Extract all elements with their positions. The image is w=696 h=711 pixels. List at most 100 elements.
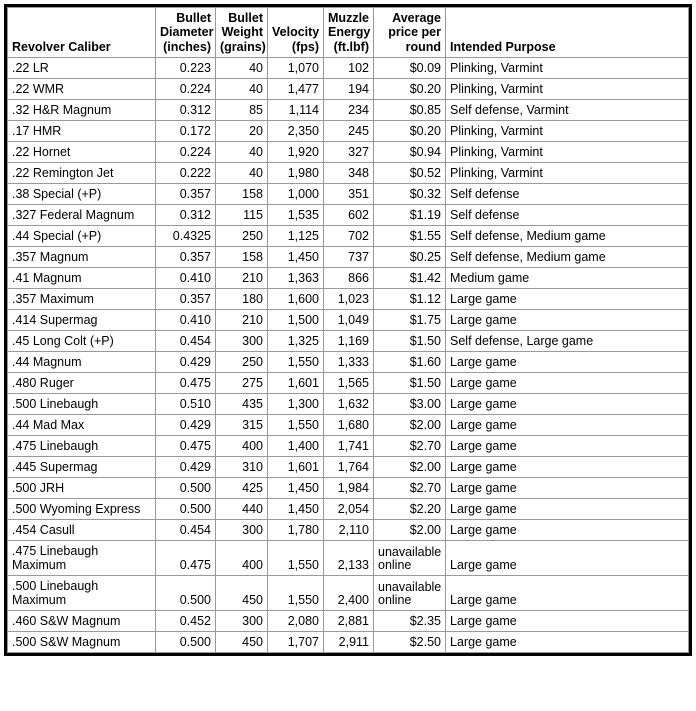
cell-caliber: .500 JRH <box>8 478 156 499</box>
cell-caliber: .460 S&W Magnum <box>8 611 156 632</box>
cell-price: $2.20 <box>374 499 446 520</box>
table-row: .17 HMR0.172202,350245$0.20Plinking, Var… <box>8 121 689 142</box>
cell-diameter: 0.410 <box>156 268 216 289</box>
cell-weight: 210 <box>216 310 268 331</box>
cell-diameter: 0.500 <box>156 499 216 520</box>
table-row: .357 Maximum0.3571801,6001,023$1.12Large… <box>8 289 689 310</box>
table-row: .357 Magnum0.3571581,450737$0.25Self def… <box>8 247 689 268</box>
cell-diameter: 0.224 <box>156 142 216 163</box>
table-row: .500 Wyoming Express0.5004401,4502,054$2… <box>8 499 689 520</box>
cell-energy: 1,169 <box>324 331 374 352</box>
table-row: .22 LR0.223401,070102$0.09Plinking, Varm… <box>8 58 689 79</box>
cell-weight: 275 <box>216 373 268 394</box>
table-row: .38 Special (+P)0.3571581,000351$0.32Sel… <box>8 184 689 205</box>
cell-diameter: 0.510 <box>156 394 216 415</box>
cell-caliber: .44 Special (+P) <box>8 226 156 247</box>
cell-weight: 210 <box>216 268 268 289</box>
table-row: .44 Mad Max0.4293151,5501,680$2.00Large … <box>8 415 689 436</box>
cell-purpose: Self defense, Medium game <box>446 226 689 247</box>
table-row: .475 Linebaugh Maximum0.4754001,5502,133… <box>8 541 689 576</box>
cell-caliber: .32 H&R Magnum <box>8 100 156 121</box>
cell-diameter: 0.475 <box>156 373 216 394</box>
table-row: .500 S&W Magnum0.5004501,7072,911$2.50La… <box>8 632 689 653</box>
cell-velocity: 2,080 <box>268 611 324 632</box>
cell-price: $0.20 <box>374 79 446 100</box>
cell-weight: 250 <box>216 352 268 373</box>
cell-caliber: .22 Remington Jet <box>8 163 156 184</box>
cell-velocity: 1,450 <box>268 499 324 520</box>
cell-energy: 2,133 <box>324 541 374 576</box>
cell-weight: 180 <box>216 289 268 310</box>
cell-purpose: Large game <box>446 415 689 436</box>
cell-energy: 102 <box>324 58 374 79</box>
cell-purpose: Self defense, Varmint <box>446 100 689 121</box>
cell-purpose: Large game <box>446 576 689 611</box>
cell-weight: 40 <box>216 79 268 100</box>
cell-energy: 2,054 <box>324 499 374 520</box>
table-row: .44 Magnum0.4292501,5501,333$1.60Large g… <box>8 352 689 373</box>
cell-price: $1.75 <box>374 310 446 331</box>
header-row: Revolver Caliber Bullet Diameter (inches… <box>8 8 689 58</box>
cell-diameter: 0.429 <box>156 457 216 478</box>
cell-diameter: 0.500 <box>156 576 216 611</box>
cell-diameter: 0.357 <box>156 184 216 205</box>
cell-energy: 2,911 <box>324 632 374 653</box>
cell-caliber: .22 WMR <box>8 79 156 100</box>
cell-diameter: 0.500 <box>156 478 216 499</box>
cell-price: $2.50 <box>374 632 446 653</box>
cell-weight: 300 <box>216 611 268 632</box>
table-row: .22 WMR0.224401,477194$0.20Plinking, Var… <box>8 79 689 100</box>
cell-energy: 327 <box>324 142 374 163</box>
cell-purpose: Large game <box>446 457 689 478</box>
table-row: .445 Supermag0.4293101,6011,764$2.00Larg… <box>8 457 689 478</box>
header-velocity: Velocity (fps) <box>268 8 324 58</box>
cell-purpose: Plinking, Varmint <box>446 79 689 100</box>
cell-energy: 194 <box>324 79 374 100</box>
cell-caliber: .44 Mad Max <box>8 415 156 436</box>
cell-caliber: .480 Ruger <box>8 373 156 394</box>
cell-price: $1.42 <box>374 268 446 289</box>
cell-price: $1.55 <box>374 226 446 247</box>
cell-caliber: .500 S&W Magnum <box>8 632 156 653</box>
cell-weight: 450 <box>216 576 268 611</box>
cell-energy: 702 <box>324 226 374 247</box>
cell-velocity: 1,300 <box>268 394 324 415</box>
cell-energy: 1,565 <box>324 373 374 394</box>
cell-energy: 1,023 <box>324 289 374 310</box>
cell-velocity: 1,601 <box>268 373 324 394</box>
cell-price: unavailable online <box>374 541 446 576</box>
cell-price: $1.12 <box>374 289 446 310</box>
cell-caliber: .475 Linebaugh <box>8 436 156 457</box>
table-row: .480 Ruger0.4752751,6011,565$1.50Large g… <box>8 373 689 394</box>
table-row: .41 Magnum0.4102101,363866$1.42Medium ga… <box>8 268 689 289</box>
cell-price: $0.94 <box>374 142 446 163</box>
cell-caliber: .414 Supermag <box>8 310 156 331</box>
cell-price: $2.00 <box>374 457 446 478</box>
table-row: .32 H&R Magnum0.312851,114234$0.85Self d… <box>8 100 689 121</box>
cell-diameter: 0.429 <box>156 352 216 373</box>
cell-price: $3.00 <box>374 394 446 415</box>
cell-price: $0.85 <box>374 100 446 121</box>
cell-price: $2.70 <box>374 436 446 457</box>
cell-diameter: 0.429 <box>156 415 216 436</box>
cell-velocity: 1,325 <box>268 331 324 352</box>
header-caliber: Revolver Caliber <box>8 8 156 58</box>
cell-diameter: 0.357 <box>156 289 216 310</box>
cell-velocity: 1,707 <box>268 632 324 653</box>
cell-price: $2.35 <box>374 611 446 632</box>
cell-weight: 440 <box>216 499 268 520</box>
cell-energy: 602 <box>324 205 374 226</box>
cell-velocity: 1,477 <box>268 79 324 100</box>
cell-caliber: .500 Wyoming Express <box>8 499 156 520</box>
cell-velocity: 1,363 <box>268 268 324 289</box>
cell-velocity: 1,400 <box>268 436 324 457</box>
cell-diameter: 0.500 <box>156 632 216 653</box>
cell-velocity: 1,500 <box>268 310 324 331</box>
cell-diameter: 0.454 <box>156 520 216 541</box>
cell-purpose: Plinking, Varmint <box>446 58 689 79</box>
cell-purpose: Medium game <box>446 268 689 289</box>
table-body: .22 LR0.223401,070102$0.09Plinking, Varm… <box>8 58 689 653</box>
table-row: .500 Linebaugh Maximum0.5004501,5502,400… <box>8 576 689 611</box>
cell-weight: 40 <box>216 142 268 163</box>
cell-velocity: 1,450 <box>268 247 324 268</box>
